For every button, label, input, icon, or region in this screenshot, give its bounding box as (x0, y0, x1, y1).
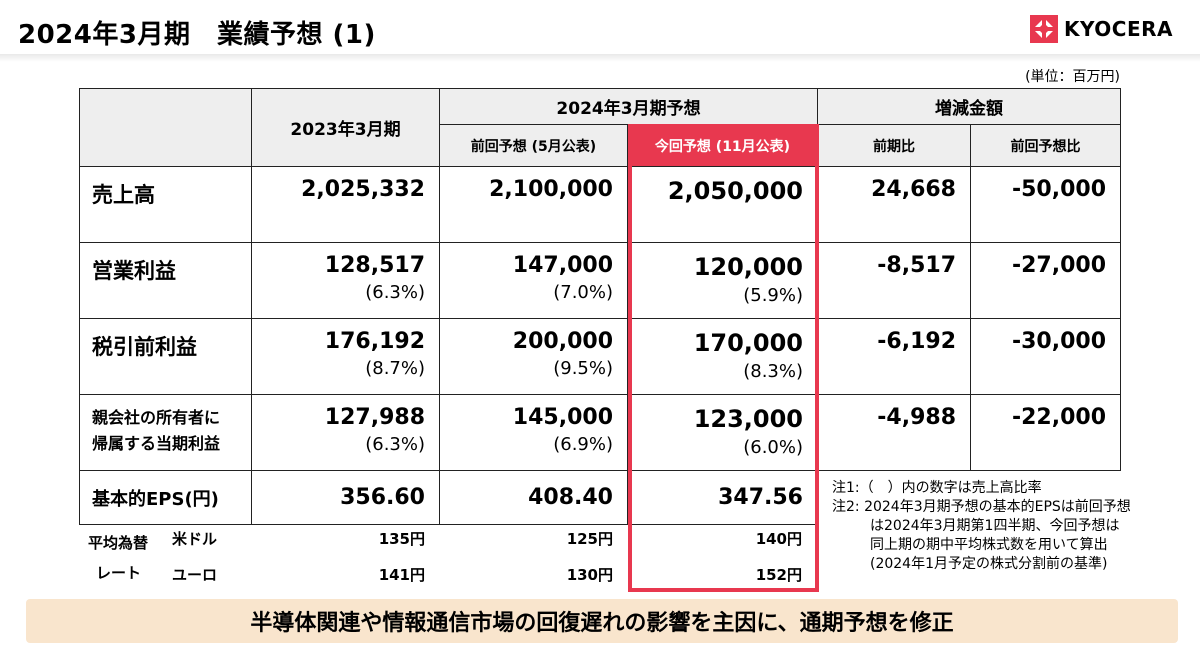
row-label-revenue: 売上高 (79, 166, 252, 243)
cell-ratio: (8.3%) (743, 361, 803, 382)
kyocera-logo-text: KYOCERA (1064, 17, 1173, 41)
cell-value: -8,517 (877, 253, 956, 278)
fx-eur-fy2023: 141円 (378, 566, 425, 584)
cell-value: -4,988 (877, 405, 956, 430)
row-label-net-profit: 親会社の所有者に 帰属する当期利益 (79, 394, 252, 471)
cell-ratio: (8.7%) (365, 358, 425, 379)
header-fy2023: 2023年3月期 (251, 88, 440, 167)
fx-usd-curr: 140円 (755, 530, 802, 548)
cell-value: 170,000 (693, 329, 803, 357)
row-label-line: 親会社の所有者に (92, 408, 221, 427)
cell-value: 408.40 (528, 485, 613, 510)
fx-label-line2: レート (96, 564, 142, 582)
header-forecast-group: 2024年3月期予想 (439, 88, 818, 125)
cell-value: -30,000 (1011, 329, 1106, 354)
forecast-table: 2023年3月期 2024年3月期予想 増減金額 前回予想 (5月公表) 今回予… (79, 88, 1121, 525)
cell-value: 2,050,000 (667, 177, 803, 205)
fx-eur-curr: 152円 (755, 566, 802, 584)
table-row: 税引前利益 176,192 (8.7%) 200,000 (9.5%) 170,00… (79, 318, 1121, 395)
cell-value: 2,100,000 (489, 177, 613, 202)
title-divider (0, 54, 1200, 62)
cell-ratio: (5.9%) (743, 285, 803, 306)
cell-value: 2,025,332 (301, 177, 425, 202)
table-row: 売上高 2,025,332 2,100,000 2,050,000 24,668… (79, 166, 1121, 243)
note-2-line3: 同上期の期中平均株式数を用いて算出 (870, 537, 1108, 553)
summary-banner: 半導体関連や情報通信市場の回復遅れの影響を主因に、通期予想を修正 (26, 599, 1178, 643)
fx-label-line1: 平均為替 (88, 534, 149, 552)
row-label-pretax-profit: 税引前利益 (79, 318, 252, 395)
cell-value: 356.60 (340, 485, 425, 510)
table-row: 親会社の所有者に 帰属する当期利益 127,988 (6.3%) 145,000 (… (79, 394, 1121, 471)
cell-value: -6,192 (877, 329, 956, 354)
header-vs-previous: 前回予想比 (970, 124, 1121, 167)
kyocera-logo-mark-icon (1030, 15, 1058, 43)
note-2-line4: (2024年1月予定の株式分割前の基準) (870, 556, 1108, 572)
cell-ratio: (6.3%) (365, 282, 425, 303)
header-change-group: 増減金額 (817, 88, 1121, 125)
fx-usd-label: 米ドル (172, 530, 218, 548)
cell-ratio: (6.3%) (365, 434, 425, 455)
cell-ratio: (9.5%) (553, 358, 613, 379)
cell-value: 127,988 (324, 405, 425, 430)
cell-value: -27,000 (1011, 253, 1106, 278)
unit-note: (単位：百万円) (1025, 69, 1120, 85)
cell-value: 347.56 (718, 485, 803, 510)
header-current-forecast: 今回予想 (11月公表) (627, 124, 818, 167)
cell-value: 200,000 (512, 329, 613, 354)
table-row: 基本的EPS(円) 356.60 408.40 347.56 (79, 470, 1121, 525)
fx-usd-fy2023: 135円 (378, 530, 425, 548)
header-yoy: 前期比 (817, 124, 971, 167)
cell-value: -50,000 (1011, 177, 1106, 202)
note-1: 注1:（ ）内の数字は売上高比率 (832, 480, 1042, 496)
footnotes: 注1:（ ）内の数字は売上高比率 注2: 2024年3月期予想の基本的EPSは前… (832, 479, 1131, 574)
cell-ratio: (6.0%) (743, 437, 803, 458)
row-label-operating-profit: 営業利益 (79, 242, 252, 319)
cell-value: 176,192 (324, 329, 425, 354)
table-row: 営業利益 128,517 (6.3%) 147,000 (7.0%) 120,000… (79, 242, 1121, 319)
cell-ratio: (7.0%) (553, 282, 613, 303)
header-blank (79, 88, 252, 167)
cell-value: -22,000 (1011, 405, 1106, 430)
kyocera-logo: KYOCERA (1030, 15, 1173, 43)
note-2-line2: は2024年3月期第1四半期、今回予想は (870, 518, 1120, 534)
row-label-line: 帰属する当期利益 (92, 434, 221, 453)
header-previous-forecast: 前回予想 (5月公表) (439, 124, 628, 167)
page-title: 2024年3月期 業績予想 (1) (18, 20, 376, 50)
cell-value: 24,668 (871, 177, 956, 202)
note-2-line1: 注2: 2024年3月期予想の基本的EPSは前回予想 (832, 499, 1131, 515)
cell-value: 120,000 (693, 253, 803, 281)
cell-value: 147,000 (512, 253, 613, 278)
row-label-eps: 基本的EPS(円) (79, 470, 252, 525)
cell-value: 145,000 (512, 405, 613, 430)
cell-value: 128,517 (324, 253, 425, 278)
fx-eur-label: ユーロ (172, 566, 218, 584)
cell-value: 123,000 (693, 405, 803, 433)
fx-eur-prev: 130円 (566, 566, 613, 584)
cell-ratio: (6.9%) (553, 434, 613, 455)
fx-usd-prev: 125円 (566, 530, 613, 548)
